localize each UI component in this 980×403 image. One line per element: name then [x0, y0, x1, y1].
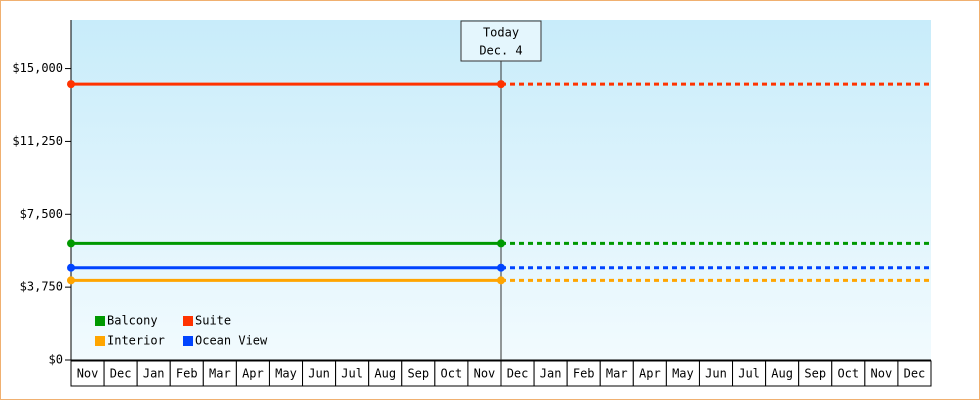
x-tick-cell — [202, 360, 237, 387]
x-tick-label: Oct — [441, 367, 463, 381]
legend-swatch — [183, 336, 193, 346]
point — [67, 276, 75, 285]
point — [497, 80, 505, 89]
today-date: Dec. 4 — [479, 44, 522, 58]
x-tick-label: Oct — [837, 367, 859, 381]
x-tick-label: Nov — [871, 367, 893, 381]
x-tick-cell — [268, 360, 304, 387]
today-box — [460, 20, 542, 62]
x-tick-label: Apr — [242, 367, 264, 381]
x-tick-label: Mar — [209, 367, 231, 381]
x-tick-cell — [599, 360, 634, 387]
x-tick-label: Jun — [308, 367, 330, 381]
point — [67, 239, 75, 248]
x-tick-cell — [632, 360, 667, 387]
x-tick-label: Jul — [341, 367, 363, 381]
x-tick-cell — [368, 360, 403, 387]
x-tick-label: Apr — [639, 367, 661, 381]
x-tick-cell — [136, 360, 171, 387]
x-tick-label: Jul — [738, 367, 760, 381]
x-tick-label: Nov — [77, 367, 99, 381]
legend-swatch — [183, 316, 193, 326]
x-tick-label: Nov — [474, 367, 496, 381]
x-tick-cell — [169, 360, 204, 387]
legend-label: Suite — [195, 314, 231, 328]
x-tick-label: Jan — [143, 367, 165, 381]
x-tick-label: Dec — [904, 367, 926, 381]
x-tick-label: Dec — [110, 367, 132, 381]
x-tick-label: May — [672, 367, 694, 381]
x-tick-label: Jun — [705, 367, 727, 381]
legend-label: Ocean View — [195, 334, 268, 348]
y-tick-label: $7,500 — [20, 207, 63, 221]
x-tick-cell — [401, 360, 436, 387]
x-tick-cell — [533, 360, 568, 387]
x-tick-label: Aug — [374, 367, 396, 381]
x-tick-cell — [566, 360, 601, 387]
x-tick-cell — [302, 360, 337, 387]
y-tick-label: $11,250 — [12, 134, 63, 148]
y-tick-label: $3,750 — [20, 280, 63, 294]
x-tick-cell — [335, 360, 370, 387]
legend-label: Balcony — [107, 314, 158, 328]
x-tick-cell — [698, 360, 734, 387]
point — [67, 263, 75, 272]
x-tick-cell — [103, 360, 138, 387]
legend-swatch — [95, 316, 105, 326]
x-tick-cell — [235, 360, 270, 387]
x-tick-label: Mar — [606, 367, 628, 381]
x-tick-label: Feb — [176, 367, 198, 381]
x-tick-cell — [864, 360, 899, 387]
x-tick-label: Sep — [804, 367, 826, 381]
y-tick-label: $15,000 — [12, 61, 63, 75]
x-tick-label: Aug — [771, 367, 793, 381]
legend-swatch — [95, 336, 105, 346]
legend-label: Interior — [107, 334, 165, 348]
x-tick-label: Dec — [507, 367, 529, 381]
today-label: Today — [483, 26, 519, 40]
point — [497, 239, 505, 248]
x-tick-cell — [665, 360, 700, 387]
x-tick-label: Jan — [540, 367, 562, 381]
point — [67, 80, 75, 89]
x-tick-cell — [831, 360, 866, 387]
x-tick-cell — [732, 360, 767, 387]
y-tick-label: $0 — [49, 353, 63, 367]
x-tick-label: May — [275, 367, 297, 381]
point — [497, 276, 505, 285]
x-tick-cell — [500, 360, 535, 387]
x-tick-cell — [897, 360, 932, 387]
point — [497, 263, 505, 272]
x-tick-label: Sep — [407, 367, 429, 381]
x-tick-label: Feb — [573, 367, 595, 381]
